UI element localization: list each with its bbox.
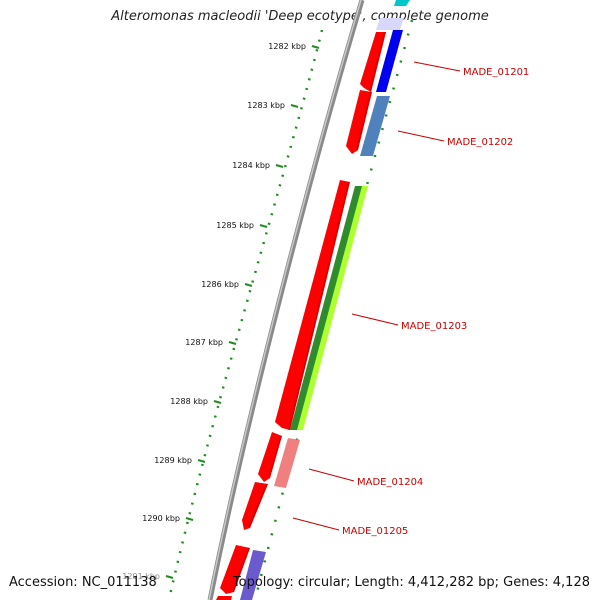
- cds-red-6: [220, 545, 250, 594]
- tick-label: 1286 kbp: [201, 280, 239, 289]
- tick-mark: [259, 224, 268, 228]
- gene-label-group: MADE_01201 MADE_01202 MADE_01203 MADE_01204…: [292, 61, 529, 537]
- gene-label[interactable]: MADE_01204: [357, 477, 423, 488]
- gene-steelblue-made01202: [360, 96, 390, 156]
- cds-red-3: [275, 180, 350, 430]
- tick-label: 1284 kbp: [232, 161, 270, 170]
- backbone-highlight: [208, 0, 362, 600]
- tick-mark: [213, 400, 222, 404]
- tick-mark: [244, 283, 253, 287]
- cds-forward-strand: [216, 32, 386, 600]
- gene-callout-line: [292, 517, 340, 531]
- tick-label: 1288 kbp: [170, 397, 208, 406]
- tick-mark: [290, 104, 299, 108]
- gene-label[interactable]: MADE_01201: [463, 67, 529, 78]
- cds-red-4: [258, 432, 282, 482]
- cds-pale-top: [376, 18, 404, 30]
- cds-cyan: [394, 0, 410, 6]
- gene-lime-strand: [297, 186, 368, 430]
- tick-group: 1282 kbp 1283 kbp 1284 kbp 1285 kbp 1286 kbp…: [122, 42, 320, 581]
- gene-label[interactable]: MADE_01203: [401, 321, 467, 332]
- ruler-dotted-line-inner: [253, 19, 414, 600]
- tick-label: 1287 kbp: [185, 338, 223, 347]
- tick-label: 1291 kbp: [122, 572, 160, 581]
- gene-callout-line: [308, 468, 355, 482]
- gene-label[interactable]: MADE_01202: [447, 137, 513, 148]
- gene-purple: [240, 550, 266, 600]
- accession-label: Accession: NC_011138: [9, 575, 157, 590]
- genome-backbone: [207, 0, 365, 600]
- cds-red-2: [346, 90, 372, 154]
- gene-label[interactable]: MADE_01205: [342, 526, 408, 537]
- tick-label: 1283 kbp: [247, 101, 285, 110]
- tick-mark: [197, 459, 206, 463]
- gene-callout-line: [413, 61, 461, 72]
- cds-red-5: [242, 482, 268, 530]
- gene-callout-line: [397, 130, 445, 142]
- tick-mark: [228, 341, 237, 345]
- tick-label: 1285 kbp: [216, 221, 254, 230]
- gene-callout-line: [351, 313, 399, 326]
- gene-blue-made01201: [376, 30, 403, 92]
- genome-summary: Topology: circular; Length: 4,412,282 bp…: [232, 575, 590, 590]
- gene-pink-made01204: [274, 438, 300, 488]
- tick-label: 1282 kbp: [268, 42, 306, 51]
- cds-shading: [232, 32, 386, 592]
- tick-label: 1289 kbp: [154, 456, 192, 465]
- tick-mark: [311, 45, 320, 49]
- tick-mark: [185, 517, 194, 521]
- gene-green-made01203: [290, 186, 363, 430]
- cds-red-1: [360, 32, 386, 92]
- tick-label: 1290 kbp: [142, 514, 180, 523]
- tick-mark: [165, 575, 174, 579]
- cds-red-7: [216, 596, 232, 600]
- tick-mark: [275, 164, 284, 168]
